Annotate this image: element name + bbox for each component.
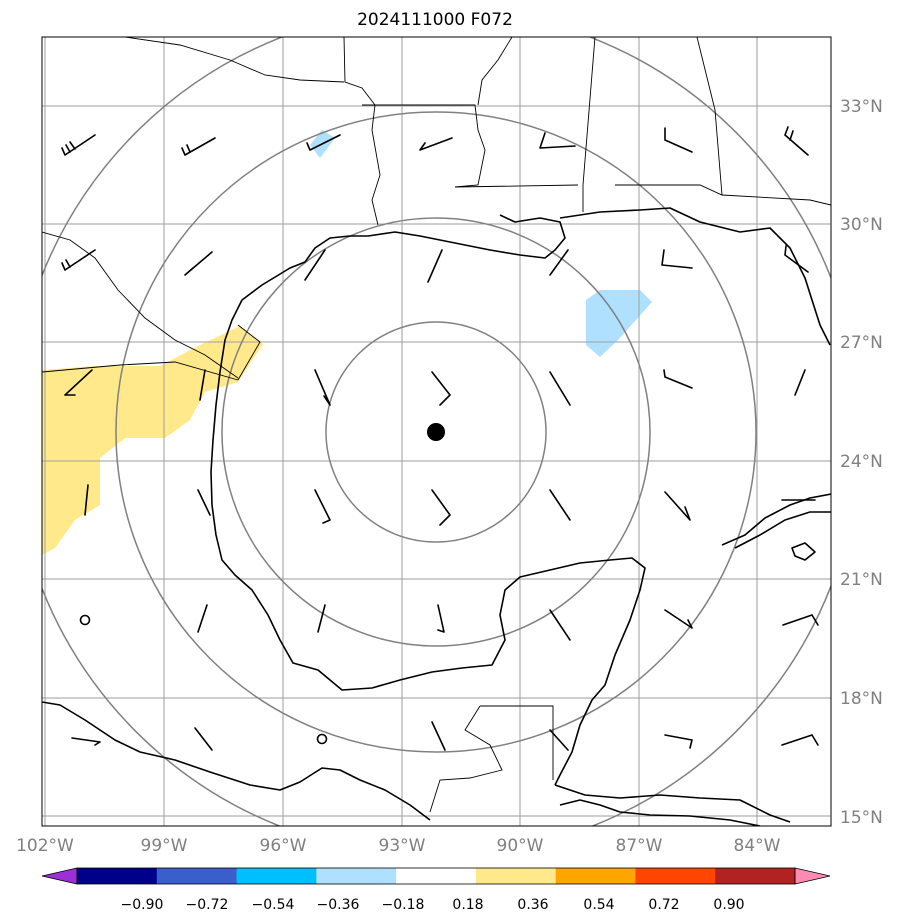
lon-label: 99°W — [141, 836, 188, 856]
range-rings — [42, 37, 831, 826]
cuba-coastline — [721, 493, 831, 549]
colorbar-label: −0.54 — [252, 897, 295, 913]
lon-label: 84°W — [734, 836, 781, 856]
lat-label: 18°N — [840, 689, 883, 709]
colorbar-segment — [555, 868, 636, 884]
colorbar-segment — [236, 868, 317, 884]
colorbar-label: 0.36 — [517, 897, 548, 913]
colorbar-label: 0.90 — [713, 897, 744, 913]
colorbar-segment — [715, 868, 796, 884]
lat-label: 24°N — [840, 452, 883, 472]
lat-label: 33°N — [840, 97, 883, 117]
lat-label: 27°N — [840, 333, 883, 353]
colorbar-segment — [316, 868, 397, 884]
colorbar-segment — [475, 868, 557, 884]
colorbar-frame — [76, 867, 796, 885]
colorbar-label: −0.72 — [186, 897, 229, 913]
central-america-coast — [559, 799, 761, 826]
colorbar-segment — [635, 868, 716, 884]
negative-anomaly-region — [586, 290, 652, 357]
colorbar-segment — [396, 868, 477, 884]
colorbar-extend-high — [794, 867, 831, 885]
lat-label: 15°N — [840, 808, 883, 828]
lon-label: 93°W — [379, 836, 426, 856]
lon-label: 102°W — [16, 836, 74, 856]
pacific-coastline — [42, 701, 431, 821]
gulf-coastline — [210, 207, 831, 823]
colorbar-extend-low — [41, 867, 78, 885]
colorbar — [41, 867, 831, 885]
political-borders — [42, 37, 831, 813]
latitude-labels: 33°N 30°N 27°N 24°N 21°N 18°N 15°N — [840, 97, 883, 828]
lon-label: 96°W — [260, 836, 307, 856]
colorbar-label: −0.18 — [382, 897, 425, 913]
longitude-labels: 102°W 99°W 96°W 93°W 90°W 87°W 84°W — [16, 836, 781, 856]
lon-label: 87°W — [616, 836, 663, 856]
lat-label: 30°N — [840, 215, 883, 235]
colorbar-label: −0.90 — [121, 897, 164, 913]
colorbar-label: 0.54 — [583, 897, 614, 913]
positive-anomaly-region — [42, 326, 263, 555]
colorbar-segment — [77, 868, 158, 884]
storm-center-dot — [427, 423, 445, 441]
island-outline — [791, 542, 816, 561]
lat-label: 21°N — [840, 570, 883, 590]
map-title: 2024111000 F072 — [357, 10, 513, 30]
lon-label: 90°W — [497, 836, 544, 856]
colorbar-label: −0.36 — [317, 897, 360, 913]
colorbar-labels: −0.90 −0.72 −0.54 −0.36 −0.18 0.18 0.36 … — [121, 897, 745, 913]
colorbar-label: 0.72 — [648, 897, 679, 913]
colorbar-label: 0.18 — [452, 897, 483, 913]
map-frame — [41, 36, 832, 827]
wind-barbs — [61, 126, 819, 751]
map-area — [42, 37, 831, 826]
colorbar-segment — [156, 868, 238, 884]
graticule — [42, 37, 831, 826]
